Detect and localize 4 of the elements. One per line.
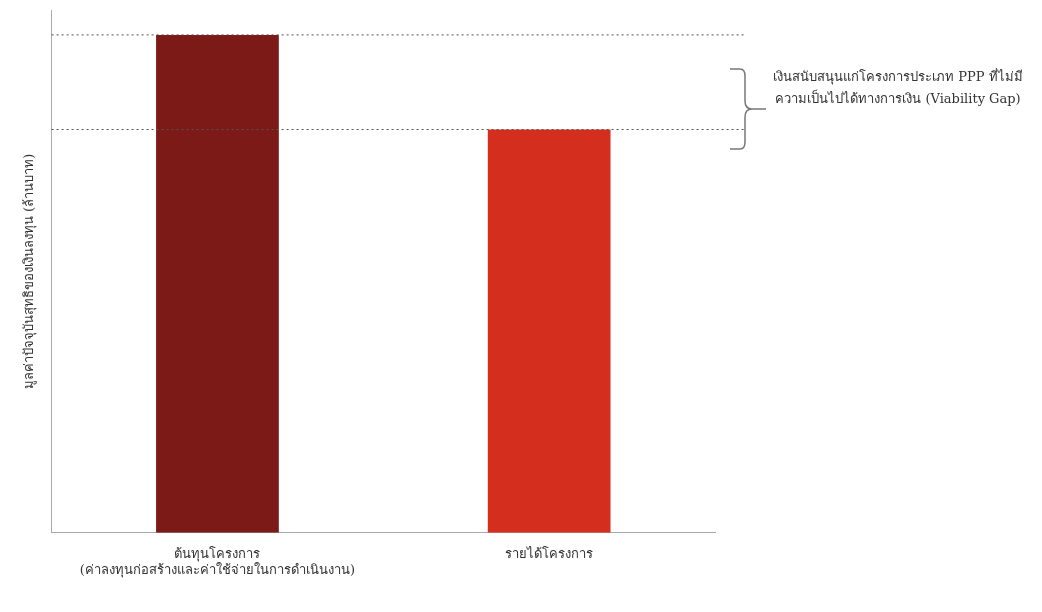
text: เงินสนับสนุนแก่โครงการประเภท PPP ที่ไม่มีความเป็นไปได้ทางการเงิน (Viability Gap): [772, 67, 1024, 108]
x-tick-label: รายได้โครงการ: [505, 545, 594, 561]
y-axis-title: มูลค่าปัจจุบันสุทธิของเงินลงทุน (ล้านบาท): [21, 153, 38, 390]
x-tick-label: ต้นทุนโครงการ (ค่าลงทุนก่อสร้างและค่าใช้จ่ายในการดำเนินงาน): [79, 545, 356, 578]
